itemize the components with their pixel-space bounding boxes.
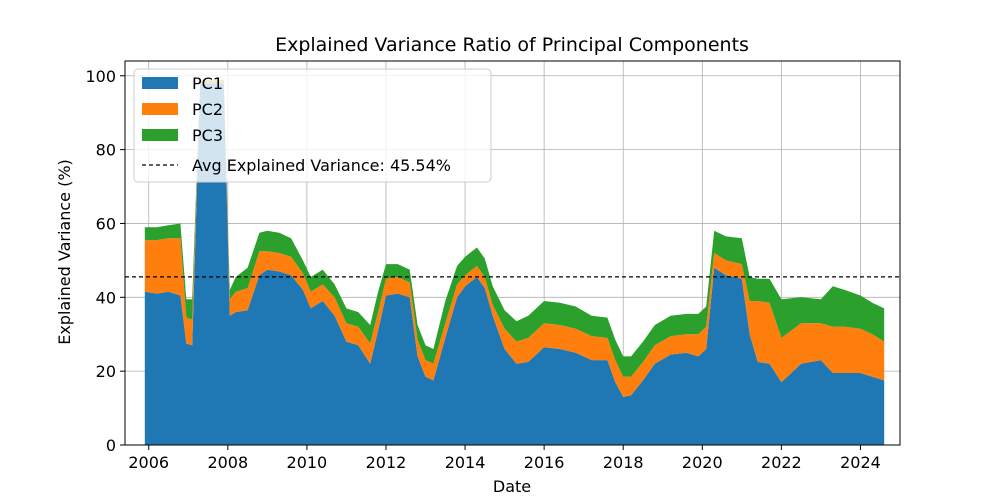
y-tick-label: 60	[96, 214, 116, 233]
x-tick-label: 2018	[603, 453, 644, 472]
plot-areas	[144, 80, 885, 445]
y-tick-label: 80	[96, 141, 116, 160]
x-tick-label: 2024	[840, 453, 881, 472]
x-tick-label: 2020	[682, 453, 723, 472]
y-tick-label: 20	[96, 362, 116, 381]
y-tick-label: 40	[96, 288, 116, 307]
plot-frame	[124, 60, 901, 446]
area-pc1	[144, 83, 885, 445]
x-axis-label: Date	[493, 477, 531, 496]
legend-swatch-pc3	[142, 129, 178, 141]
x-tick-label: 2014	[445, 453, 486, 472]
chart-title: Explained Variance Ratio of Principal Co…	[275, 34, 749, 56]
legend-swatch-pc2	[142, 103, 178, 115]
x-tick-label: 2006	[128, 453, 169, 472]
legend-swatch-pc1	[142, 77, 178, 89]
legend-box	[133, 68, 492, 183]
legend-label-pc2: PC2	[192, 100, 223, 119]
x-tick-label: 2012	[366, 453, 407, 472]
x-tick-label: 2016	[524, 453, 565, 472]
y-tick-label: 100	[85, 67, 116, 86]
legend-label-pc3: PC3	[192, 126, 223, 145]
y-axis-label: Explained Variance (%)	[55, 159, 74, 345]
x-tick-label: 2008	[207, 453, 248, 472]
x-axis-ticks: 2006 2008 2010 2012 2014 2016 2018 2020 2022 2024	[128, 445, 881, 472]
legend: PC1 PC2 PC3 Avg Explained Variance: 45.5…	[133, 68, 492, 183]
legend-label-avg: Avg Explained Variance: 45.54%	[192, 156, 451, 175]
y-tick-label: 0	[106, 436, 116, 455]
x-tick-label: 2010	[287, 453, 328, 472]
y-axis-ticks: 0 20 40 60 80 100	[85, 67, 125, 455]
x-tick-label: 2022	[761, 453, 802, 472]
legend-label-pc1: PC1	[192, 74, 223, 93]
